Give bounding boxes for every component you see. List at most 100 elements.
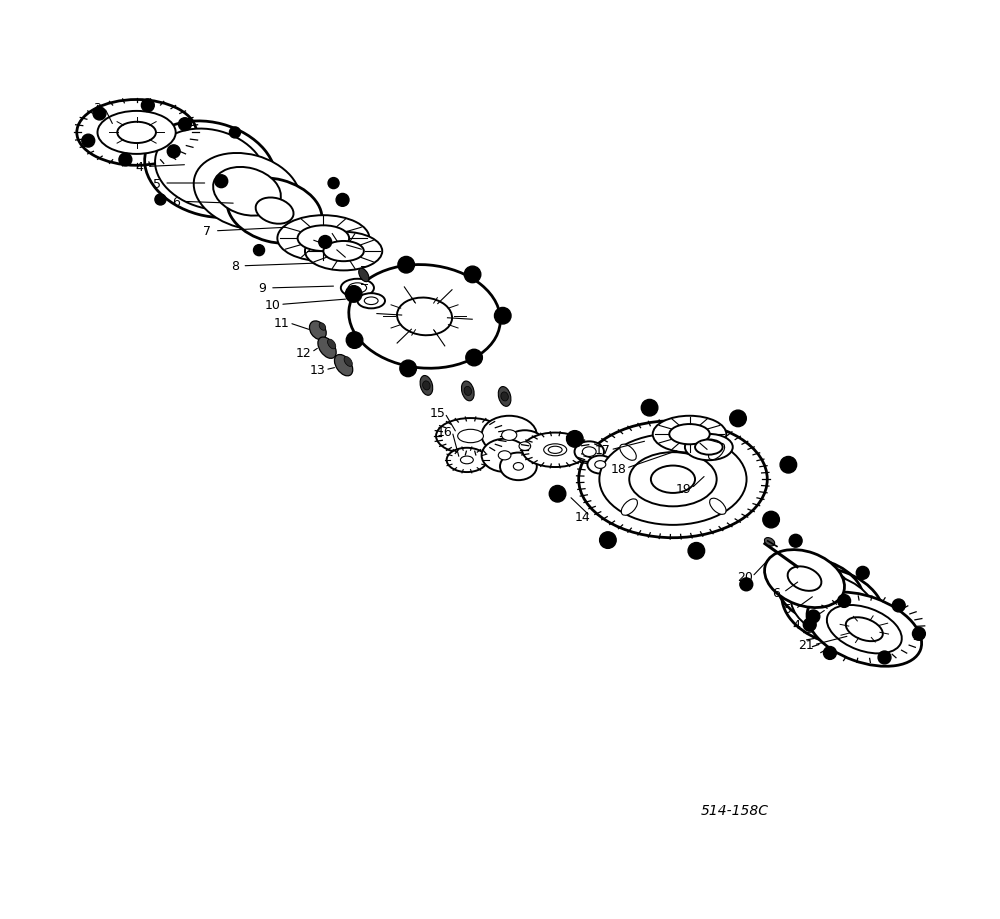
Ellipse shape bbox=[791, 575, 875, 638]
Circle shape bbox=[215, 176, 228, 188]
Ellipse shape bbox=[227, 178, 322, 244]
Circle shape bbox=[567, 431, 583, 448]
Text: 10: 10 bbox=[265, 299, 281, 312]
Text: 6: 6 bbox=[772, 586, 780, 599]
Text: 4: 4 bbox=[135, 161, 143, 174]
Circle shape bbox=[167, 146, 180, 159]
Ellipse shape bbox=[305, 233, 382, 271]
Circle shape bbox=[807, 610, 820, 623]
Circle shape bbox=[229, 128, 240, 139]
Text: 11: 11 bbox=[274, 317, 290, 330]
Ellipse shape bbox=[498, 451, 511, 460]
Circle shape bbox=[346, 333, 363, 349]
Circle shape bbox=[82, 135, 95, 148]
Ellipse shape bbox=[348, 283, 367, 293]
Ellipse shape bbox=[461, 381, 474, 402]
Ellipse shape bbox=[319, 323, 326, 331]
Circle shape bbox=[856, 567, 869, 580]
Text: 6: 6 bbox=[172, 196, 180, 209]
Circle shape bbox=[789, 535, 802, 548]
Circle shape bbox=[912, 628, 925, 641]
Circle shape bbox=[549, 486, 566, 503]
Circle shape bbox=[466, 350, 482, 367]
Circle shape bbox=[803, 618, 816, 631]
Ellipse shape bbox=[357, 294, 385, 309]
Circle shape bbox=[336, 194, 349, 207]
Ellipse shape bbox=[447, 448, 487, 472]
Ellipse shape bbox=[344, 357, 352, 367]
Ellipse shape bbox=[710, 499, 726, 515]
Circle shape bbox=[155, 195, 166, 206]
Text: 5: 5 bbox=[784, 603, 792, 616]
Ellipse shape bbox=[500, 453, 537, 481]
Ellipse shape bbox=[309, 322, 326, 340]
Ellipse shape bbox=[620, 445, 636, 460]
Ellipse shape bbox=[548, 447, 562, 454]
Ellipse shape bbox=[502, 430, 517, 441]
Circle shape bbox=[494, 308, 511, 324]
Circle shape bbox=[328, 178, 339, 189]
Ellipse shape bbox=[685, 435, 733, 460]
Circle shape bbox=[400, 361, 416, 378]
Circle shape bbox=[254, 245, 265, 256]
Ellipse shape bbox=[621, 499, 637, 516]
Ellipse shape bbox=[464, 387, 472, 396]
Text: 12: 12 bbox=[296, 346, 312, 359]
Text: 7: 7 bbox=[203, 225, 211, 238]
Ellipse shape bbox=[807, 593, 922, 666]
Ellipse shape bbox=[629, 453, 717, 506]
Ellipse shape bbox=[595, 461, 606, 469]
Text: 3: 3 bbox=[93, 102, 101, 115]
Ellipse shape bbox=[364, 298, 378, 305]
Ellipse shape bbox=[504, 431, 546, 462]
Text: 14: 14 bbox=[575, 510, 591, 523]
Ellipse shape bbox=[194, 153, 300, 231]
Ellipse shape bbox=[277, 216, 369, 262]
Text: 13: 13 bbox=[310, 364, 326, 377]
Circle shape bbox=[179, 119, 191, 131]
Text: 514-158C: 514-158C bbox=[701, 803, 769, 818]
Circle shape bbox=[892, 599, 905, 612]
Text: 16: 16 bbox=[437, 425, 453, 438]
Ellipse shape bbox=[98, 112, 176, 154]
Ellipse shape bbox=[334, 355, 353, 377]
Text: 15: 15 bbox=[430, 407, 445, 420]
Ellipse shape bbox=[827, 606, 902, 653]
Text: 4: 4 bbox=[792, 618, 800, 631]
Circle shape bbox=[730, 411, 746, 427]
Circle shape bbox=[119, 153, 132, 166]
Ellipse shape bbox=[708, 444, 725, 460]
Ellipse shape bbox=[341, 279, 374, 298]
Ellipse shape bbox=[669, 425, 710, 445]
Ellipse shape bbox=[513, 463, 523, 471]
Ellipse shape bbox=[587, 456, 613, 474]
Ellipse shape bbox=[482, 439, 528, 472]
Ellipse shape bbox=[544, 445, 567, 457]
Ellipse shape bbox=[436, 419, 505, 455]
Circle shape bbox=[141, 100, 154, 113]
Ellipse shape bbox=[298, 226, 349, 252]
Text: 17: 17 bbox=[595, 444, 611, 457]
Ellipse shape bbox=[397, 299, 452, 335]
Circle shape bbox=[641, 400, 658, 416]
Ellipse shape bbox=[788, 567, 821, 591]
Ellipse shape bbox=[519, 442, 531, 451]
Ellipse shape bbox=[359, 269, 369, 282]
Text: 18: 18 bbox=[611, 462, 627, 475]
Ellipse shape bbox=[651, 466, 695, 494]
Ellipse shape bbox=[575, 442, 604, 462]
Ellipse shape bbox=[458, 430, 483, 443]
Text: 5: 5 bbox=[153, 177, 161, 190]
Circle shape bbox=[780, 457, 797, 473]
Ellipse shape bbox=[599, 434, 747, 526]
Circle shape bbox=[398, 257, 414, 274]
Text: 19: 19 bbox=[676, 482, 692, 495]
Circle shape bbox=[740, 578, 753, 591]
Ellipse shape bbox=[482, 416, 537, 455]
Circle shape bbox=[688, 543, 705, 560]
Text: 8: 8 bbox=[231, 260, 239, 273]
Circle shape bbox=[345, 287, 362, 303]
Text: 20: 20 bbox=[737, 571, 753, 584]
Ellipse shape bbox=[582, 448, 596, 457]
Ellipse shape bbox=[695, 440, 723, 455]
